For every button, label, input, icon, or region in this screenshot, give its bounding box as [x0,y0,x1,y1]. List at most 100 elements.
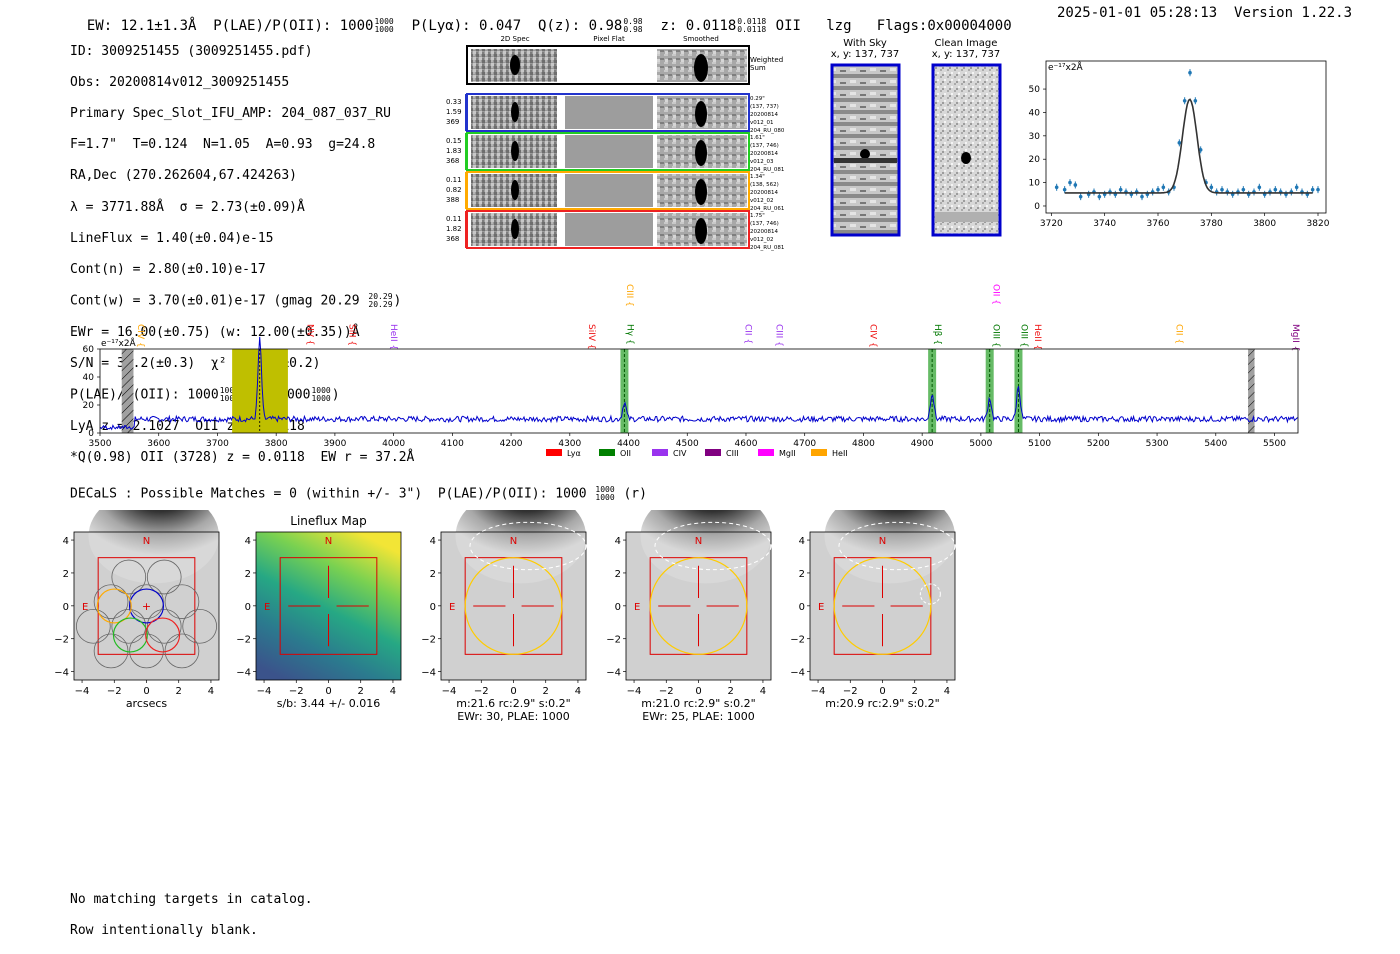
image-ytick-label: −4 [421,668,436,679]
image-ytick-label: 0 [799,602,805,613]
spectrum-xtick-label: 3900 [323,439,346,449]
line-fit-gaussian [1064,98,1313,194]
image-xtick-label: 4 [760,686,766,697]
spectrum-line-label: OIII { [990,324,1000,348]
image-xtick-label: 2 [728,686,734,697]
fiber-highlight [112,617,148,653]
cutout-2dspec-source [511,219,519,239]
north-label: N [879,536,886,547]
fit-point [1086,190,1091,198]
fit-point [1118,186,1123,194]
cutout-smoothed-source [695,218,707,244]
cutout-left-label: 0.11 [446,176,462,184]
cutout-row-marker [465,133,468,170]
cutout-right-label: 1.61" [750,135,765,141]
line-fit-frame [1045,60,1327,214]
fit-point [1092,188,1096,196]
fit-point [1134,188,1139,196]
fit-point [1300,188,1304,196]
spectrum-xtick-label: 5500 [1263,439,1286,449]
fit-point [1129,190,1134,198]
fit-ytick-label: 0 [1034,202,1040,212]
spectrum-line-label: CII { [742,324,752,344]
legend-label: MgII [779,449,796,458]
aperture-circle [649,557,748,655]
fit-point [1062,186,1067,194]
spectrum-line-label: NV { [304,324,314,345]
north-label: N [143,536,150,547]
cutout-row-marker [465,211,468,248]
spectrum-xtick-label: 5400 [1204,439,1227,449]
cutout-2dspec-source [511,180,519,200]
image-xtick-label: 2 [912,686,918,697]
image-xtick-label: −2 [289,686,304,697]
spectrum-ytick-label: 40 [83,373,95,383]
image-ytick-label: 0 [430,602,436,613]
spectrum-ytick-label: 60 [83,345,95,355]
spectrum-ytick-label: 0 [88,429,94,439]
info-obs: Obs: 20200814v012_3009251455 [70,74,290,90]
fit-marker [1209,185,1214,190]
cutout-2dspec-source [511,141,519,161]
east-label: E [634,602,640,613]
cutout-right-label: (137, 746) [750,143,779,149]
fiber-circle [111,559,147,595]
fit-marker [1156,187,1160,192]
fit-point [1073,181,1078,189]
image-xtick-label: 2 [176,686,182,697]
fit-point [1182,97,1187,105]
catalog-ellipse [838,521,956,571]
east-label: E [82,602,88,613]
spectrum-frame [99,348,1299,434]
image-xtick-label: 4 [575,686,581,697]
fit-marker [1273,187,1278,192]
fit-point [1113,190,1118,198]
fit-point [1054,183,1059,191]
fiber-highlight [145,617,181,653]
header-z-tail: OII lzg Flags:0x00004000 [775,18,1012,34]
image-panels: Fiber Positions+NE−4−2024420−2−4arcsecsL… [54,510,956,723]
spectrum-xtick-label: 3700 [206,439,229,449]
cutout-2dspec-source [511,102,519,122]
image-xtick-label: 4 [390,686,396,697]
image-ytick-label: 0 [245,602,251,613]
col-label-2dspec: 2D Spec [500,35,529,43]
fit-point [1078,193,1083,201]
fit-point [1198,146,1203,154]
image-xtick-label: 0 [325,686,331,697]
image-xtick-label: −4 [627,686,642,697]
footer-line1: No matching targets in catalog. [70,891,313,907]
spectrum-xtick-label: 4900 [911,439,934,449]
info-contw: Cont(w) = 3.70(±0.01)e-17 (gmag 20.29 20… [70,292,402,310]
image-ytick-label: 4 [63,536,69,547]
cutout-pixelflat [565,213,653,246]
legend-label: OII [620,449,631,458]
cutout-right-label: v012_02 [750,198,774,204]
fit-marker [1118,187,1123,192]
image-xtick-label: 0 [879,686,885,697]
clean-image-title: Clean Image x, y: 137, 737 [931,38,1001,60]
image-xtick-label: 0 [695,686,701,697]
catalog-ellipse [654,521,772,571]
spectrum-line-label: CIII { [624,284,634,307]
info-primary: Primary Spec_Slot_IFU_AMP: 204_087_037_R… [70,105,391,121]
cutout-smoothed-source [695,101,707,127]
fit-marker [1161,185,1166,190]
fit-point [1220,186,1224,194]
footer-line2: Row intentionally blank. [70,922,258,938]
fit-ytick-label: 50 [1029,85,1041,95]
fit-marker [1177,141,1182,145]
clean-image [931,63,1002,237]
fiber-circle [182,608,217,644]
image-caption: s/b: 3.44 +/- 0.016 [277,697,381,710]
fit-point [1246,190,1251,198]
header-qz: Q(z): 0.98 [538,18,623,34]
header-datetime: 2025-01-01 05:28:13 [1057,5,1218,21]
cutout-left-label: 368 [446,157,459,165]
north-label: N [695,536,702,547]
image-xtick-label: −4 [811,686,826,697]
legend-swatch [652,449,668,456]
cutout-pixelflat [565,96,653,129]
